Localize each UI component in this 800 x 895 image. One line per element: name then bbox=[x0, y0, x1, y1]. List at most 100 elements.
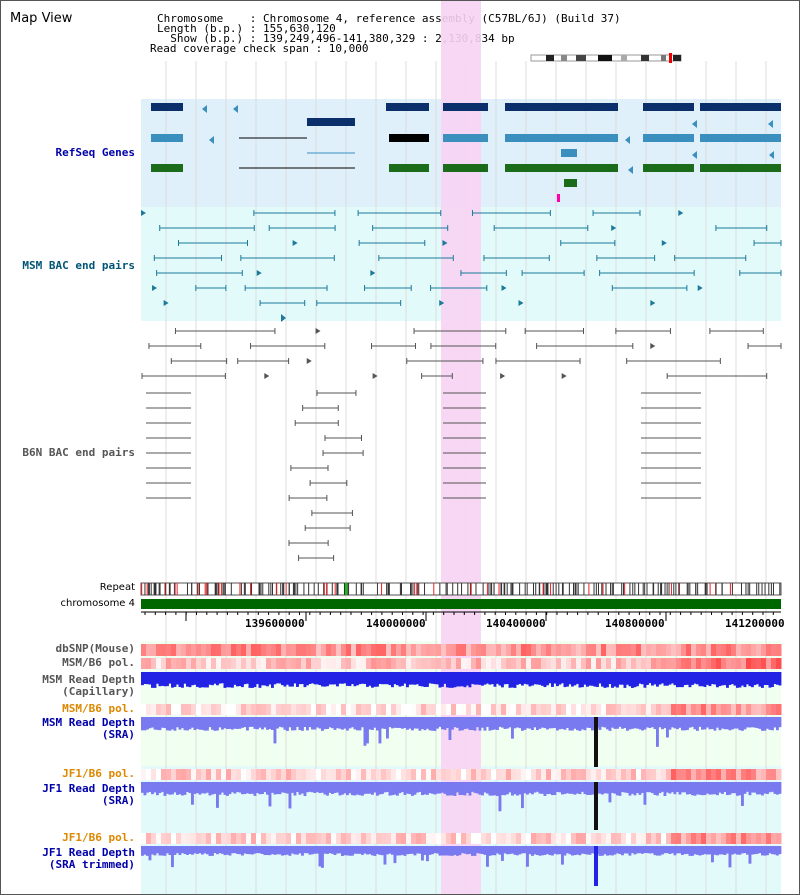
heat-cell bbox=[626, 658, 632, 669]
depth-bar bbox=[288, 717, 292, 728]
depth-bar bbox=[508, 672, 512, 688]
depth-bar bbox=[336, 672, 339, 687]
depth-bar bbox=[231, 717, 234, 730]
depth-bar bbox=[661, 846, 664, 855]
depth-bar bbox=[383, 717, 387, 729]
heat-cell bbox=[416, 769, 422, 780]
depth-bar bbox=[163, 717, 167, 729]
depth-bar bbox=[731, 672, 734, 685]
depth-bar bbox=[176, 782, 179, 795]
depth-bar bbox=[636, 846, 639, 854]
heat-cell bbox=[181, 644, 187, 656]
heat-cell bbox=[656, 769, 662, 780]
depth-bar bbox=[606, 717, 609, 730]
heat-cell bbox=[606, 658, 612, 669]
depth-bar bbox=[733, 672, 737, 686]
depth-bar bbox=[426, 846, 429, 862]
heat-cell bbox=[281, 833, 287, 844]
depth-bar bbox=[728, 846, 732, 868]
heat-cell bbox=[691, 833, 697, 844]
heat-cell bbox=[651, 658, 657, 669]
depth-bar bbox=[381, 672, 384, 685]
heat-cell bbox=[226, 833, 232, 844]
heat-cell bbox=[181, 658, 187, 669]
heat-cell bbox=[666, 644, 672, 656]
gene-exon bbox=[386, 103, 429, 111]
depth-bar bbox=[286, 717, 289, 731]
depth-bar bbox=[283, 717, 287, 730]
heat-cell bbox=[351, 644, 357, 656]
depth-bar bbox=[318, 672, 322, 686]
depth-bar bbox=[288, 782, 292, 809]
heat-cell bbox=[616, 644, 622, 656]
depth-bar bbox=[586, 672, 589, 687]
heat-cell bbox=[431, 644, 437, 656]
heat-cell bbox=[241, 704, 247, 715]
heat-cell bbox=[371, 644, 377, 656]
heat-cell bbox=[281, 704, 287, 715]
depth-bar bbox=[486, 717, 489, 727]
depth-bar bbox=[273, 717, 277, 744]
depth-bar bbox=[473, 672, 477, 685]
depth-bar bbox=[458, 717, 462, 731]
depth-bar bbox=[261, 782, 264, 794]
depth-bar bbox=[721, 672, 724, 686]
depth-bar bbox=[373, 782, 377, 793]
depth-bar bbox=[178, 782, 182, 795]
heat-cell bbox=[331, 769, 337, 780]
heat-cell bbox=[496, 769, 502, 780]
heat-cell bbox=[366, 769, 372, 780]
depth-bar bbox=[366, 846, 369, 855]
depth-bar bbox=[153, 672, 157, 688]
heat-cell bbox=[421, 769, 427, 780]
depth-bar bbox=[556, 672, 559, 687]
depth-bar bbox=[551, 846, 554, 856]
heat-cell bbox=[676, 833, 682, 844]
heat-cell bbox=[606, 644, 612, 656]
depth-bar bbox=[526, 717, 529, 729]
depth-bar bbox=[438, 672, 442, 688]
depth-bar bbox=[328, 717, 332, 728]
heat-cell bbox=[541, 658, 547, 669]
depth-bar bbox=[556, 782, 559, 792]
heat-cell bbox=[491, 644, 497, 656]
depth-bar bbox=[323, 782, 327, 795]
heat-cell bbox=[276, 833, 282, 844]
heat-cell bbox=[406, 704, 412, 715]
depth-bar bbox=[208, 672, 212, 685]
heat-cell bbox=[571, 769, 577, 780]
heat-cell bbox=[416, 833, 422, 844]
heat-cell bbox=[581, 644, 587, 656]
heat-cell bbox=[181, 833, 187, 844]
depth-bar bbox=[156, 672, 159, 684]
depth-bar bbox=[463, 782, 467, 796]
depth-bar bbox=[163, 782, 167, 796]
depth-bar bbox=[606, 672, 609, 688]
depth-bar bbox=[468, 846, 472, 854]
heat-cell bbox=[721, 704, 727, 715]
heat-cell bbox=[371, 704, 377, 715]
depth-bar bbox=[248, 672, 252, 688]
depth-bar bbox=[441, 846, 444, 856]
depth-bar bbox=[533, 846, 537, 855]
depth-bar bbox=[303, 717, 307, 728]
heat-cell bbox=[156, 769, 162, 780]
heat-cell bbox=[281, 644, 287, 656]
depth-bar bbox=[571, 672, 574, 687]
depth-bar bbox=[561, 717, 564, 729]
depth-bar bbox=[278, 782, 282, 795]
depth-bar bbox=[373, 846, 377, 856]
depth-bar bbox=[711, 717, 714, 729]
gene-arrow bbox=[768, 120, 773, 128]
depth-bar bbox=[411, 672, 414, 685]
heat-cell bbox=[276, 644, 282, 656]
heat-cell bbox=[331, 644, 337, 656]
bac-end-marker bbox=[292, 240, 298, 246]
depth-bar bbox=[476, 782, 479, 794]
depth-bar bbox=[386, 672, 389, 685]
depth-bar bbox=[368, 782, 372, 794]
depth-bar bbox=[483, 846, 487, 855]
depth-bar bbox=[288, 672, 292, 687]
heat-cell bbox=[556, 704, 562, 715]
